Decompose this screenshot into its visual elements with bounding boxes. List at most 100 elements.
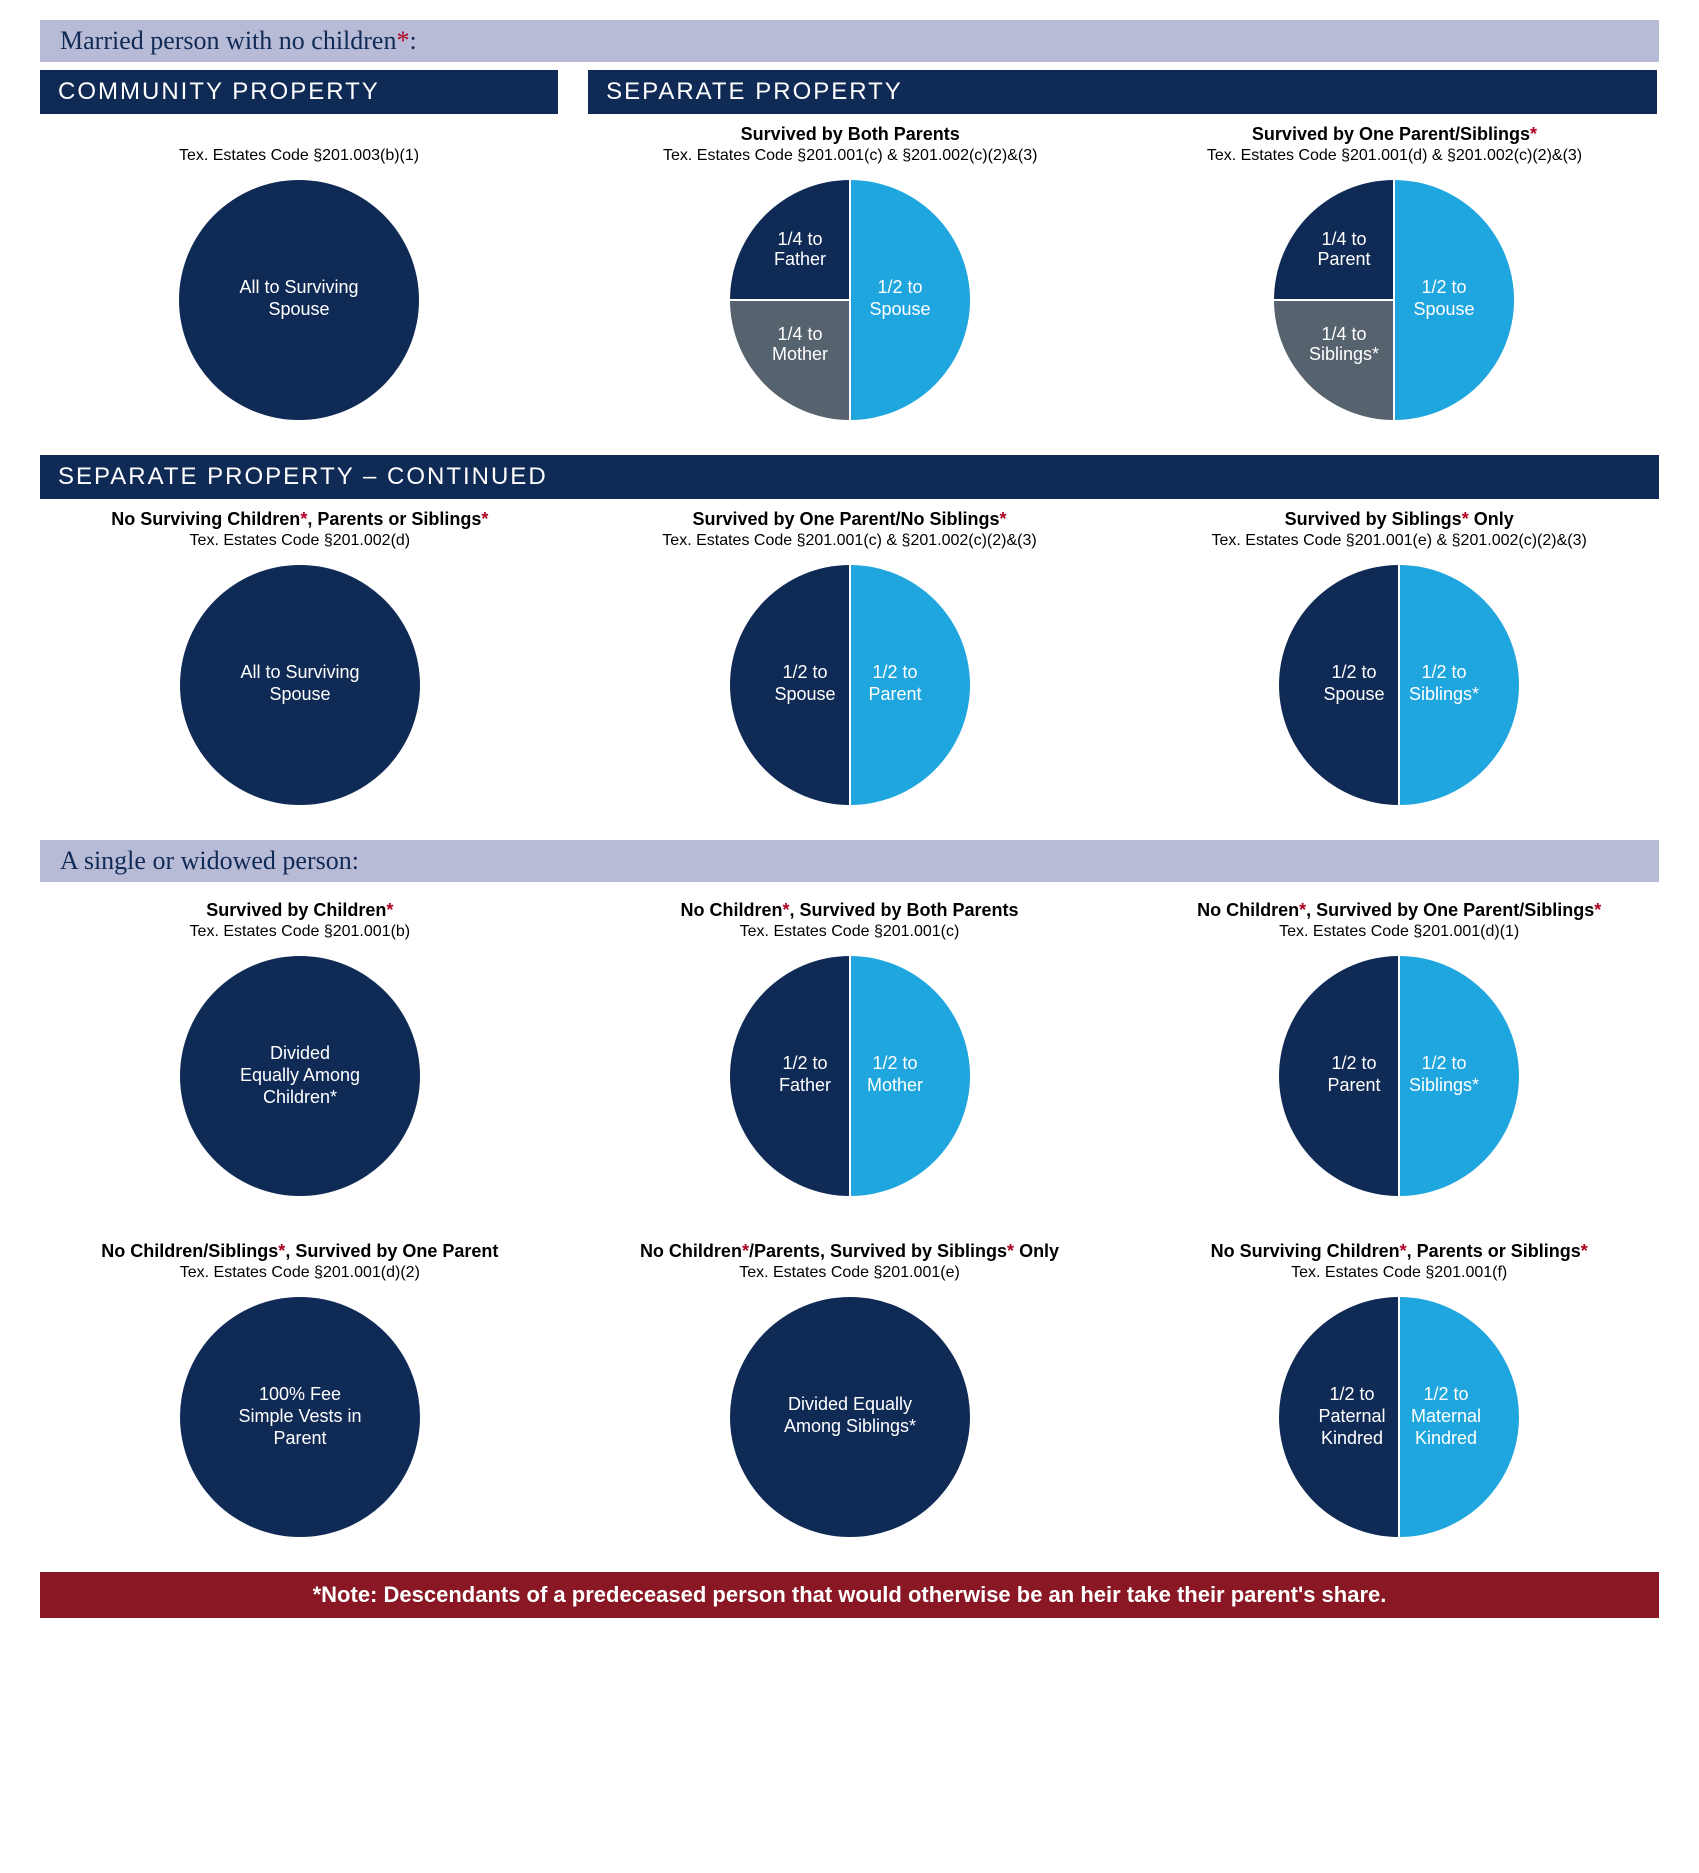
chart-sep-none: No Surviving Children*, Parents or Sibli… (40, 499, 560, 810)
row-sep-cont: No Surviving Children*, Parents or Sibli… (40, 499, 1659, 810)
svg-text:Spouse: Spouse (269, 299, 330, 319)
svg-text:Simple Vests in: Simple Vests in (238, 1406, 361, 1426)
chart-title: Survived by One Parent/No Siblings* (590, 509, 1110, 530)
svg-text:Spouse: Spouse (1414, 299, 1475, 319)
pie-svg: Divided Equally Among Siblings* (725, 1292, 975, 1542)
chart-cite: Tex. Estates Code §201.001(f) (1139, 1264, 1659, 1282)
chart-sep-both-parents: Survived by Both Parents Tex. Estates Co… (588, 114, 1112, 425)
svg-text:100% Fee: 100% Fee (259, 1384, 341, 1404)
asterisk: * (396, 26, 409, 55)
svg-text:Kindred: Kindred (1321, 1428, 1383, 1448)
chart-single-none: No Surviving Children*, Parents or Sibli… (1139, 1231, 1659, 1542)
pie-svg: 1/2 to Parent 1/2 to Siblings* (1274, 951, 1524, 1201)
chart-cite: Tex. Estates Code §201.001(e) (590, 1264, 1110, 1282)
col-separate: SEPARATE PROPERTY Survived by Both Paren… (588, 70, 1657, 425)
chart-title: Survived by Both Parents (588, 124, 1112, 145)
svg-text:1/2 to: 1/2 to (1332, 1053, 1377, 1073)
pie-svg: 1/2 to Spouse 1/2 to Siblings* (1274, 560, 1524, 810)
footnote: *Note: Descendants of a predeceased pers… (40, 1572, 1659, 1618)
svg-text:All to Surviving: All to Surviving (240, 277, 359, 297)
chart-title: No Children*, Survived by One Parent/Sib… (1139, 900, 1659, 921)
chart-single-both-parents: No Children*, Survived by Both Parents T… (590, 890, 1110, 1201)
svg-text:Father: Father (774, 249, 826, 269)
section-single-title: A single or widowed person: (60, 846, 359, 875)
header-separate-cont: SEPARATE PROPERTY – CONTINUED (40, 455, 1659, 499)
chart-single-one-parent-no-sib: No Children/Siblings*, Survived by One P… (40, 1231, 560, 1542)
chart-title: No Children*/Parents, Survived by Siblin… (590, 1241, 1110, 1262)
svg-text:All to Surviving: All to Surviving (240, 662, 359, 682)
header-separate: SEPARATE PROPERTY (588, 70, 1657, 114)
chart-title: No Children*, Survived by Both Parents (590, 900, 1110, 921)
svg-text:1/4 to: 1/4 to (778, 229, 823, 249)
svg-text:Parent: Parent (273, 1428, 326, 1448)
svg-text:1/2 to: 1/2 to (1422, 277, 1467, 297)
svg-text:Parent: Parent (1328, 1075, 1381, 1095)
pie-svg: Divided Equally Among Children* (175, 951, 425, 1201)
pie-svg: 1/2 to Father 1/2 to Mother (725, 951, 975, 1201)
pie-wrap: All to Surviving Spouse (40, 175, 558, 425)
svg-text:1/4 to: 1/4 to (1322, 229, 1367, 249)
svg-text:1/2 to: 1/2 to (782, 662, 827, 682)
chart-cite: Tex. Estates Code §201.001(d)(1) (1139, 923, 1659, 941)
pie-svg: All to Surviving Spouse (174, 175, 424, 425)
chart-title: Survived by Children* (40, 900, 560, 921)
svg-text:Father: Father (778, 1075, 830, 1095)
section-single-bar: A single or widowed person: (40, 840, 1659, 882)
header-community: COMMUNITY PROPERTY (40, 70, 558, 114)
svg-text:Spouse: Spouse (269, 684, 330, 704)
chart-cite: Tex. Estates Code §201.001(c) & §201.002… (588, 147, 1112, 165)
chart-cite: Tex. Estates Code §201.001(e) & §201.002… (1139, 532, 1659, 550)
svg-text:Siblings*: Siblings* (1309, 344, 1379, 364)
chart-sep-one-parent-no-sib: Survived by One Parent/No Siblings* Tex.… (590, 499, 1110, 810)
svg-text:Spouse: Spouse (774, 684, 835, 704)
svg-text:1/2 to: 1/2 to (1332, 662, 1377, 682)
svg-text:Among Siblings*: Among Siblings* (783, 1416, 915, 1436)
svg-text:1/2 to: 1/2 to (878, 277, 923, 297)
section-married-bar: Married person with no children*: (40, 20, 1659, 62)
svg-text:1/2 to: 1/2 to (1422, 662, 1467, 682)
chart-title: No Surviving Children*, Parents or Sibli… (1139, 1241, 1659, 1262)
pie-svg: 1/4 to Father 1/4 to Mother 1/2 to Spous… (725, 175, 975, 425)
svg-text:Mother: Mother (772, 344, 828, 364)
svg-text:Divided: Divided (270, 1043, 330, 1063)
chart-cite: Tex. Estates Code §201.003(b)(1) (40, 147, 558, 165)
chart-group-sep1: Survived by Both Parents Tex. Estates Co… (588, 114, 1657, 425)
svg-text:Parent: Parent (868, 684, 921, 704)
svg-text:1/2 to: 1/2 to (872, 662, 917, 682)
svg-text:1/4 to: 1/4 to (778, 324, 823, 344)
svg-text:1/2 to: 1/2 to (1330, 1384, 1375, 1404)
chart-sep-one-parent-siblings: Survived by One Parent/Siblings* Tex. Es… (1132, 114, 1656, 425)
svg-text:Siblings*: Siblings* (1409, 684, 1479, 704)
chart-title: Survived by Siblings* Only (1139, 509, 1659, 530)
svg-text:1/2 to: 1/2 to (782, 1053, 827, 1073)
row-headers-1: COMMUNITY PROPERTY Tex. Estates Code §20… (40, 70, 1659, 425)
svg-text:Maternal: Maternal (1411, 1406, 1481, 1426)
svg-text:Mother: Mother (866, 1075, 922, 1095)
svg-text:Divided Equally: Divided Equally (787, 1394, 911, 1414)
chart-single-children: Survived by Children* Tex. Estates Code … (40, 890, 560, 1201)
chart-single-siblings-only: No Children*/Parents, Survived by Siblin… (590, 1231, 1110, 1542)
pie-svg: 1/2 to Paternal Kindred 1/2 to Maternal … (1274, 1292, 1524, 1542)
svg-text:Paternal: Paternal (1319, 1406, 1386, 1426)
svg-text:1/2 to: 1/2 to (872, 1053, 917, 1073)
chart-cite: Tex. Estates Code §201.002(d) (40, 532, 560, 550)
pie-svg: 1/2 to Spouse 1/2 to Parent (725, 560, 975, 810)
svg-text:Children*: Children* (263, 1087, 337, 1107)
section-married-title: Married person with no children (60, 26, 396, 55)
pie-svg: 1/4 to Parent 1/4 to Siblings* 1/2 to Sp… (1269, 175, 1519, 425)
pie-svg: 100% Fee Simple Vests in Parent (175, 1292, 425, 1542)
chart-cite: Tex. Estates Code §201.001(d) & §201.002… (1132, 147, 1656, 165)
col-community: COMMUNITY PROPERTY Tex. Estates Code §20… (40, 70, 558, 425)
row-single-1: Survived by Children* Tex. Estates Code … (40, 890, 1659, 1201)
svg-text:1/2 to: 1/2 to (1424, 1384, 1469, 1404)
svg-text:1/2 to: 1/2 to (1422, 1053, 1467, 1073)
chart-title-spacer (40, 124, 558, 145)
chart-title: No Children/Siblings*, Survived by One P… (40, 1241, 560, 1262)
svg-text:Equally Among: Equally Among (240, 1065, 360, 1085)
chart-cite: Tex. Estates Code §201.001(c) (590, 923, 1110, 941)
svg-text:Spouse: Spouse (1324, 684, 1385, 704)
chart-community: Tex. Estates Code §201.003(b)(1) All to … (40, 124, 558, 425)
chart-sep-siblings-only: Survived by Siblings* Only Tex. Estates … (1139, 499, 1659, 810)
chart-title: No Surviving Children*, Parents or Sibli… (40, 509, 560, 530)
pie-svg: All to Surviving Spouse (175, 560, 425, 810)
